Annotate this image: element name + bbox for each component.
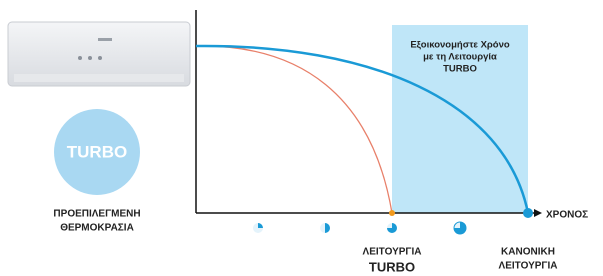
x-axis-label: ΧΡΟΝΟΣ	[546, 210, 588, 221]
axis-arrow	[534, 209, 542, 217]
callout-text: Εξοικονομήστε Χρόνο	[410, 40, 510, 51]
default-temp-label: ΠΡΟΕΠΙΛΕΓΜΕΝΗ	[53, 209, 140, 220]
turbo-mode-label: ΛΕΙΤΟΥΡΓΙΑ	[363, 247, 422, 258]
normal-mode-label: ΛΕΙΤΟΥΡΓΙΑ	[499, 261, 558, 272]
diagram: TURBO ΠΡΟΕΠΙΛΕΓΜΕΝΗ ΘΕΡΜΟΚΡΑΣΙΑ Εξοικονο…	[0, 0, 603, 276]
ac-unit	[8, 22, 190, 86]
callout-text: με τη Λειτουργία	[423, 52, 497, 63]
callout-text: TURBO	[443, 64, 477, 75]
turbo-mode-label: TURBO	[369, 259, 415, 274]
clock-icons	[253, 222, 466, 234]
turbo-curve	[196, 46, 392, 213]
normal-mode-label: ΚΑΝΟΝΙΚΗ	[501, 247, 555, 258]
badge-text: TURBO	[67, 142, 127, 161]
default-temp-label: ΘΕΡΜΟΚΡΑΣΙΑ	[60, 223, 134, 234]
turbo-point	[389, 210, 395, 216]
normal-point	[523, 208, 533, 218]
